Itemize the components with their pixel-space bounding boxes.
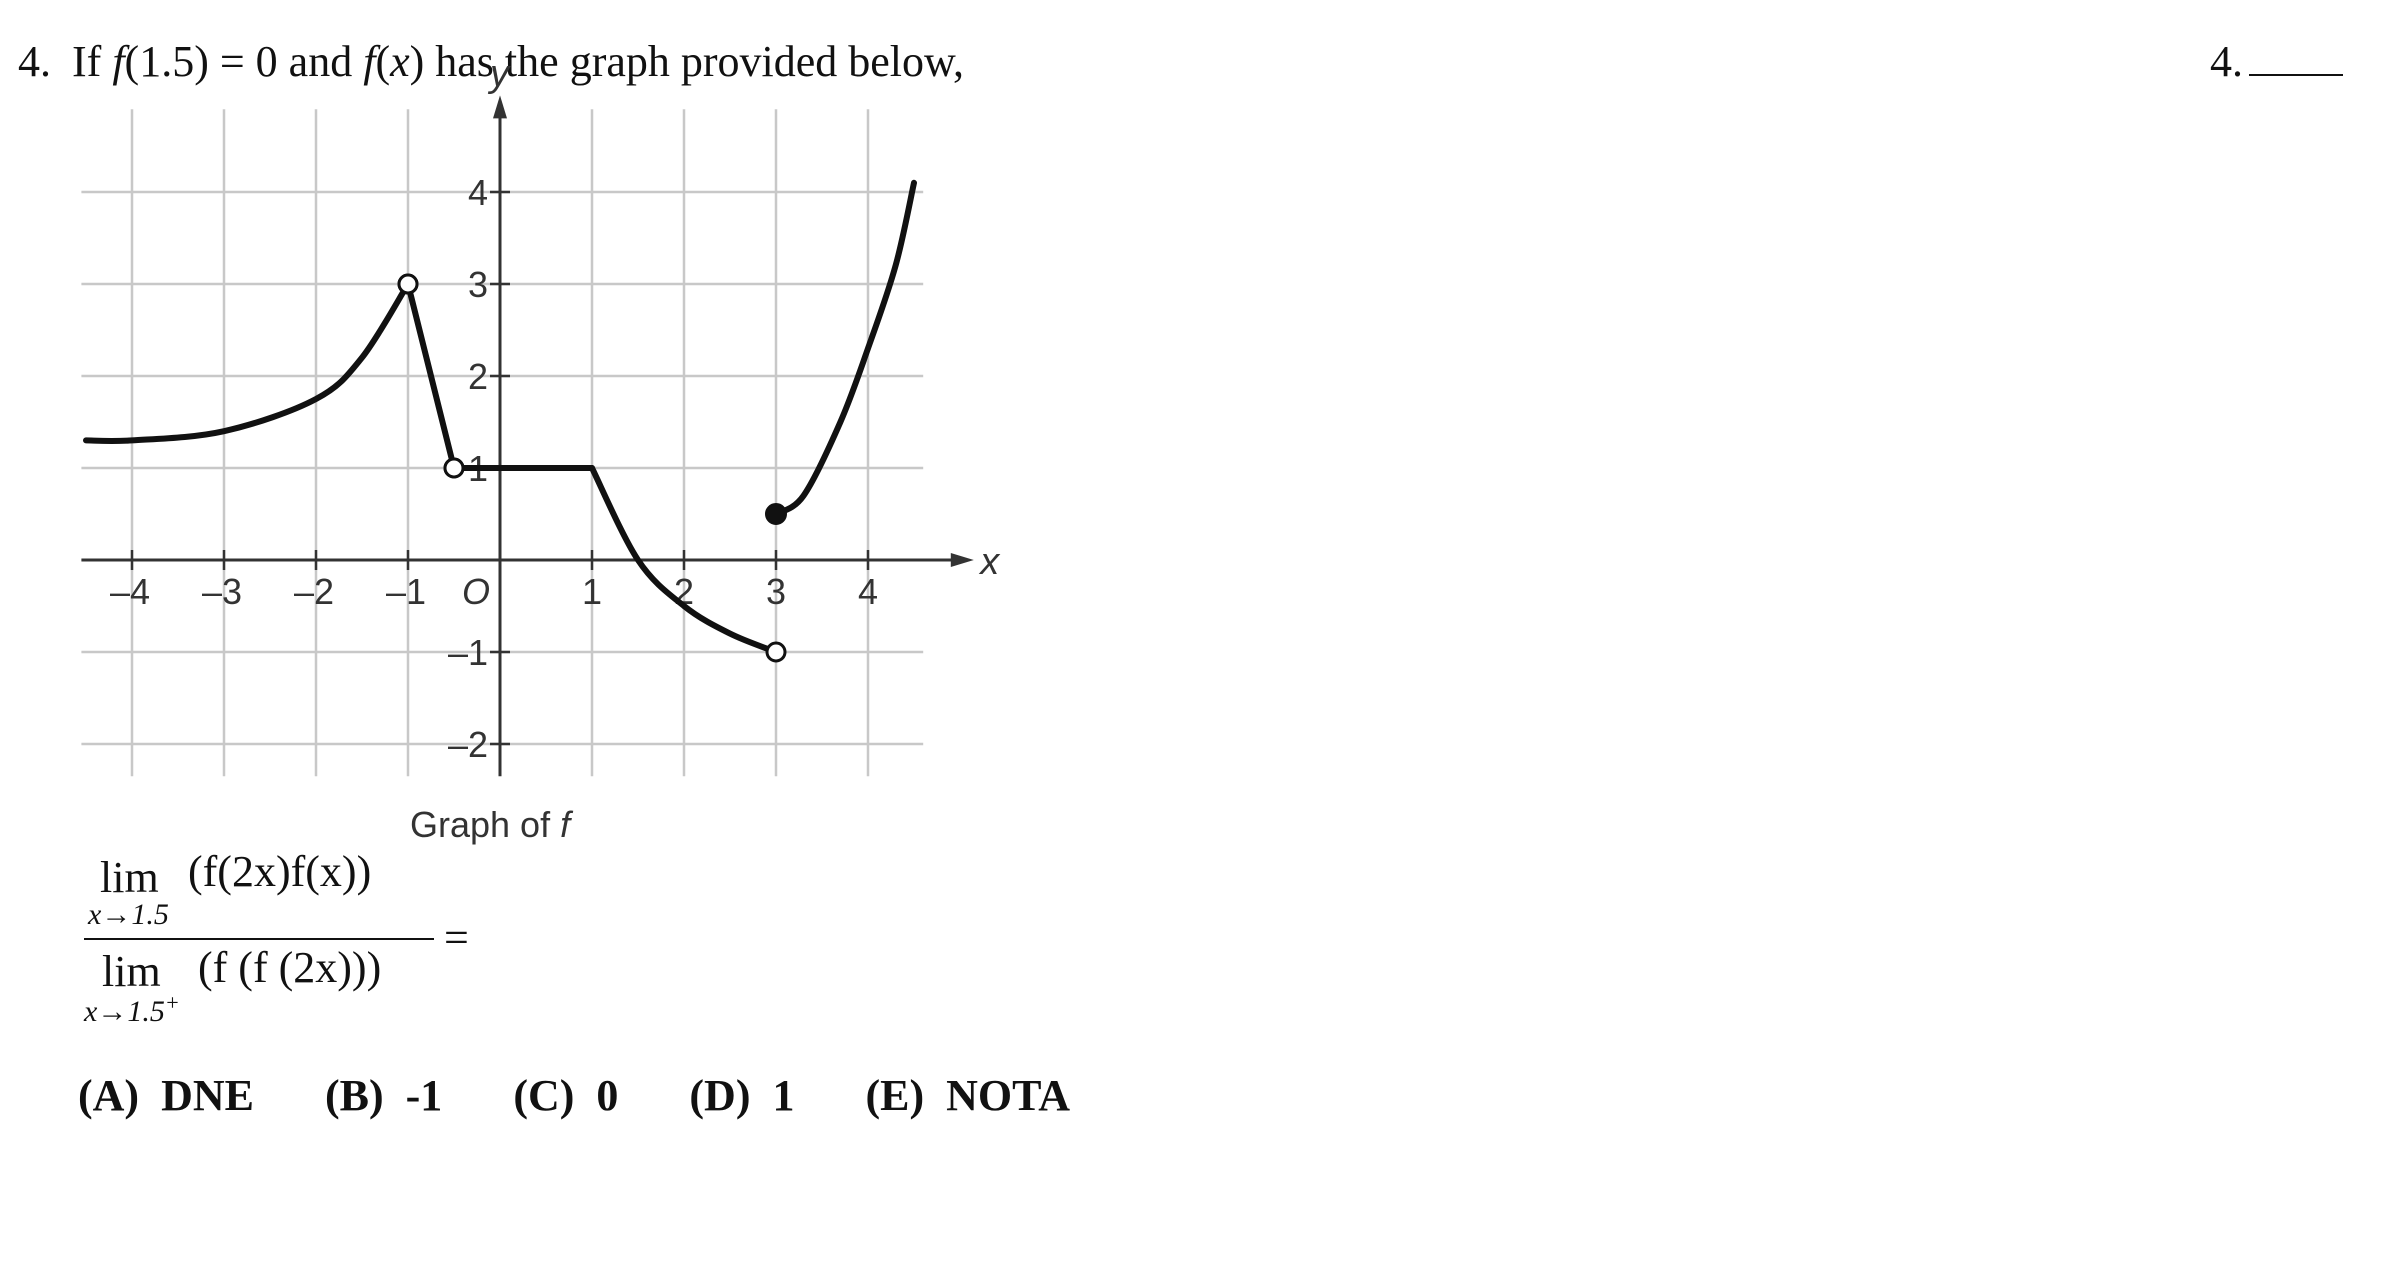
choice-e-text: NOTA bbox=[946, 1071, 1071, 1120]
curve-piece-4 bbox=[589, 465, 779, 655]
denominator-body: (f (f (2x))) bbox=[198, 943, 382, 992]
endpoint-markers bbox=[397, 273, 787, 663]
denominator-sub-text: x→1.5 bbox=[84, 995, 165, 1028]
numerator: lim bbox=[100, 852, 159, 903]
denominator-sub: x→1.5+ bbox=[84, 990, 180, 1029]
open-point-marker bbox=[765, 641, 787, 663]
x-tick-label: 3 bbox=[766, 571, 786, 612]
choice-e[interactable]: (E) NOTA bbox=[866, 1071, 1071, 1120]
choice-b[interactable]: (B) -1 bbox=[325, 1071, 442, 1120]
choice-b-letter: (B) bbox=[325, 1071, 384, 1120]
x-tick-label: –2 bbox=[294, 571, 334, 612]
answer-label: 4. bbox=[2210, 37, 2243, 86]
question-number: 4. bbox=[18, 37, 51, 86]
y-tick-label: –2 bbox=[448, 724, 488, 765]
origin-label: O bbox=[462, 571, 490, 612]
x-tick-label: 4 bbox=[858, 571, 878, 612]
open-point-marker bbox=[443, 457, 465, 479]
open-point-marker bbox=[397, 273, 419, 295]
function-name: f bbox=[112, 37, 125, 86]
choice-d-letter: (D) bbox=[689, 1071, 751, 1120]
paren-open: ( bbox=[375, 37, 391, 86]
denominator-lim: lim bbox=[102, 947, 161, 996]
y-axis-label: y bbox=[487, 53, 511, 95]
equals-zero-and: = 0 and bbox=[219, 37, 353, 86]
question-text-suffix: has the graph provided below, bbox=[435, 37, 964, 86]
choice-a-text: DNE bbox=[161, 1071, 254, 1120]
graph-caption: Graph of f bbox=[410, 804, 570, 846]
x-axis-label: x bbox=[978, 541, 1001, 583]
curve-piece-5 bbox=[773, 179, 917, 517]
answer-blank[interactable] bbox=[2249, 44, 2343, 76]
answer-choices: (A) DNE (B) -1 (C) 0 (D) 1 (E) NOTA bbox=[78, 1070, 1070, 1121]
x-tick-label: –3 bbox=[202, 571, 242, 612]
choice-a-letter: (A) bbox=[78, 1071, 140, 1120]
caption-text: Graph of bbox=[410, 804, 551, 845]
curve-piece-2 bbox=[405, 281, 457, 471]
y-axis-arrow bbox=[493, 95, 507, 119]
choice-e-letter: (E) bbox=[865, 1071, 925, 1120]
question-4-prompt: 4. If f(1.5) = 0 and f(x) has the graph … bbox=[18, 36, 964, 87]
choice-d-text: 1 bbox=[772, 1071, 795, 1120]
fraction-bar bbox=[84, 938, 434, 940]
axes bbox=[81, 95, 974, 777]
closed-point-marker bbox=[765, 503, 787, 525]
variable-x: x bbox=[390, 37, 410, 86]
question-text-prefix: If bbox=[72, 37, 102, 86]
answer-slot[interactable]: 4. bbox=[2210, 36, 2343, 87]
choice-d[interactable]: (D) 1 bbox=[689, 1071, 794, 1120]
x-tick-label: –4 bbox=[110, 571, 150, 612]
function-name-2: f bbox=[363, 37, 376, 86]
numerator-body: (f(2x)f(x)) bbox=[188, 847, 372, 896]
x-axis-arrow bbox=[950, 553, 974, 567]
choice-a[interactable]: (A) DNE bbox=[78, 1071, 254, 1120]
numerator-lim: lim bbox=[100, 853, 159, 902]
choice-b-text: -1 bbox=[405, 1071, 443, 1120]
grid-lines bbox=[81, 109, 924, 777]
choice-c-letter: (C) bbox=[513, 1071, 575, 1120]
caption-variable: f bbox=[560, 804, 571, 845]
y-tick-label: 2 bbox=[468, 356, 488, 397]
numerator-sub: x→1.5 bbox=[88, 898, 169, 931]
choice-c-text: 0 bbox=[596, 1071, 619, 1120]
y-tick-label: 3 bbox=[468, 264, 488, 305]
equals-sign: = bbox=[444, 913, 469, 962]
function-argument: (1.5) bbox=[124, 37, 209, 86]
x-tick-label: 1 bbox=[582, 571, 602, 612]
y-tick-label: 4 bbox=[468, 172, 488, 213]
curves bbox=[83, 179, 917, 655]
choice-c[interactable]: (C) 0 bbox=[513, 1071, 618, 1120]
paren-close: ) bbox=[409, 37, 425, 86]
curve-piece-1 bbox=[83, 281, 411, 445]
denominator-sup: + bbox=[164, 990, 180, 1015]
y-tick-label: –1 bbox=[448, 632, 488, 673]
x-tick-label: –1 bbox=[386, 571, 426, 612]
